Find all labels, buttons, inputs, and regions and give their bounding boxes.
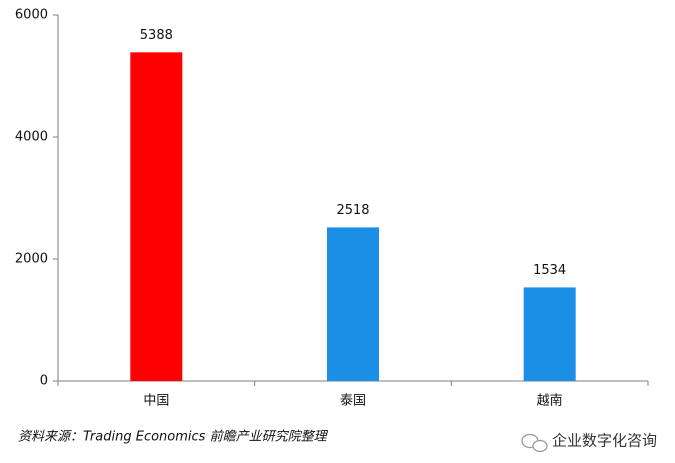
data-label: 2518 xyxy=(336,203,369,218)
bar xyxy=(130,52,183,381)
x-tick-label: 泰国 xyxy=(340,394,366,409)
data-label: 5388 xyxy=(140,28,173,43)
watermark-icon xyxy=(521,433,548,453)
source-note: 资料来源：Trading Economics 前瞻产业研究院整理 xyxy=(18,429,329,445)
y-tick-label: 2000 xyxy=(15,252,48,267)
y-tick-label: 0 xyxy=(40,374,48,389)
bar xyxy=(327,227,379,381)
y-tick-label: 4000 xyxy=(15,130,48,145)
data-label: 1534 xyxy=(533,263,566,278)
x-tick-label: 中国 xyxy=(143,394,169,409)
watermark: 企业数字化咨询 xyxy=(552,432,657,450)
y-tick-label: 6000 xyxy=(15,8,48,23)
bar xyxy=(523,287,576,381)
x-tick-label: 越南 xyxy=(537,393,563,409)
